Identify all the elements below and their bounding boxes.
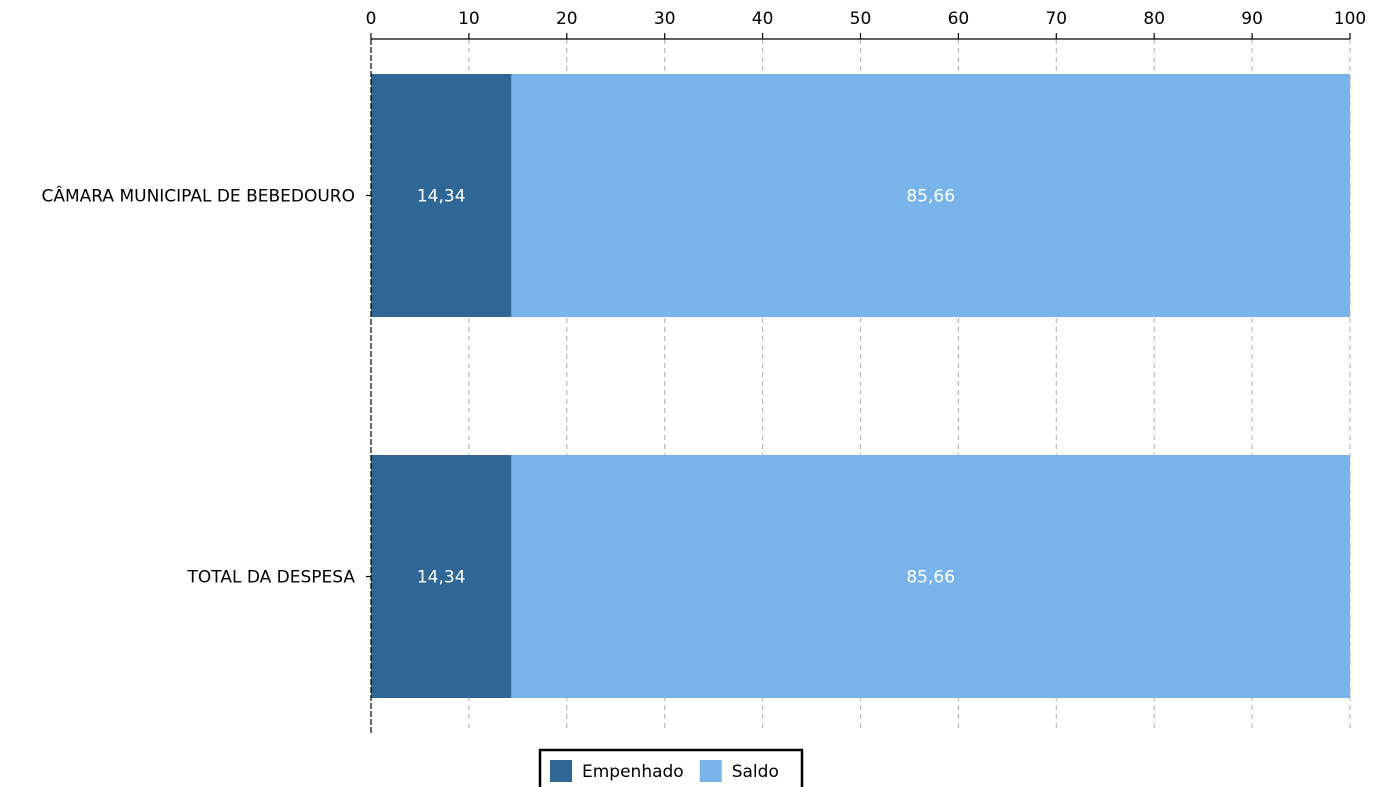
x-tick-label: 50 bbox=[850, 9, 872, 29]
bar-value-label: 14,34 bbox=[417, 187, 466, 207]
x-tick-label: 10 bbox=[458, 9, 480, 29]
bar-value-label: 85,66 bbox=[906, 187, 955, 207]
x-tick-label: 80 bbox=[1143, 9, 1165, 29]
legend-swatch-saldo bbox=[699, 760, 722, 782]
x-tick-label: 40 bbox=[752, 9, 774, 29]
x-tick-label: 0 bbox=[366, 9, 377, 29]
legend-box bbox=[538, 748, 804, 787]
x-tick-label: 90 bbox=[1241, 9, 1263, 29]
bar-value-label: 14,34 bbox=[417, 568, 466, 588]
bar-empenhado-0 bbox=[371, 74, 512, 317]
bars bbox=[371, 74, 1350, 698]
bar-saldo-0 bbox=[511, 74, 1350, 317]
grid-lines bbox=[468, 39, 1351, 728]
bar-saldo-1 bbox=[511, 455, 1350, 698]
x-tick-label: 20 bbox=[556, 9, 578, 29]
category-label: CÂMARA MUNICIPAL DE BEBEDOURO bbox=[42, 185, 356, 207]
legend-swatch-empenhado bbox=[550, 760, 572, 782]
legend-label-saldo: Saldo bbox=[732, 762, 779, 782]
bar-value-label: 85,66 bbox=[906, 568, 955, 588]
axes bbox=[366, 33, 1351, 733]
x-tick-label: 60 bbox=[948, 9, 970, 29]
category-label: TOTAL DA DESPESA bbox=[186, 568, 355, 588]
labels: 14,34 85,66 CÂMARA MUNICIPAL DE BEBEDOURO 1… bbox=[42, 9, 1367, 588]
legend-label-empenhado: Empenhado bbox=[582, 762, 684, 782]
bar-empenhado-1 bbox=[371, 455, 512, 698]
x-tick-label: 100 bbox=[1334, 9, 1366, 29]
legend: Empenhado Saldo bbox=[538, 748, 804, 787]
x-tick-label: 70 bbox=[1045, 9, 1067, 29]
x-tick-label: 30 bbox=[654, 9, 676, 29]
